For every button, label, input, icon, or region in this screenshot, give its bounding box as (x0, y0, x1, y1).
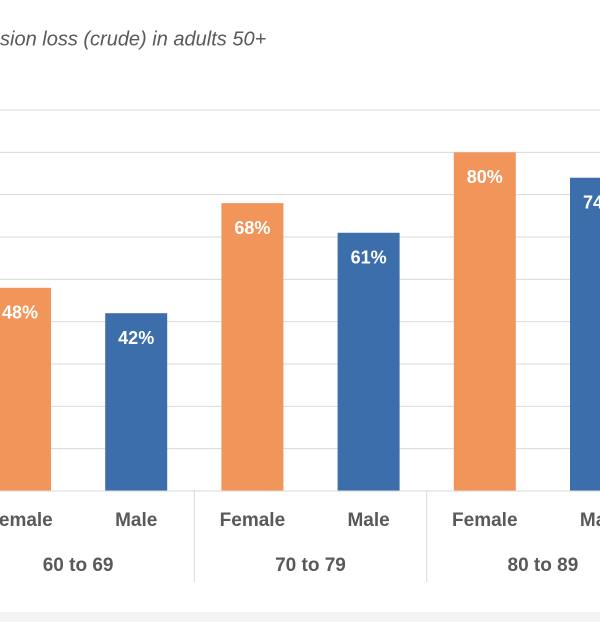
group-label: 60 to 69 (43, 555, 114, 576)
bar (337, 232, 400, 491)
x-tick-label: Male (347, 510, 389, 531)
bar (0, 287, 51, 491)
x-tick-label: Male (115, 510, 157, 531)
data-label: 42% (118, 328, 154, 348)
group-label: 80 to 89 (508, 555, 579, 576)
group-label: 70 to 79 (275, 555, 346, 576)
chart-title: sion loss (crude) in adults 50+ (0, 28, 266, 50)
bar (453, 152, 516, 492)
bar (105, 313, 168, 491)
bottom-band (0, 612, 600, 622)
x-tick-label: Female (0, 510, 53, 531)
x-tick-label: Female (452, 510, 517, 531)
data-label: 48% (2, 303, 38, 323)
data-label: 68% (234, 218, 270, 238)
data-label: 80% (467, 167, 503, 187)
x-tick-label: Female (220, 510, 285, 531)
bar (570, 177, 600, 491)
bar (221, 203, 284, 491)
x-tick-label: Male (580, 510, 600, 531)
data-label: 74% (583, 192, 600, 212)
data-label: 61% (351, 248, 387, 268)
